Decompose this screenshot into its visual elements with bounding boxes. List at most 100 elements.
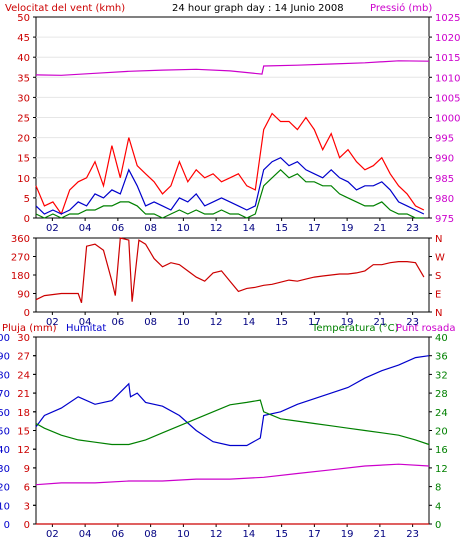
- x-tick-label: 17: [308, 223, 321, 234]
- x-tick-label: 21: [374, 529, 387, 540]
- y-tick-label: 990: [435, 154, 454, 165]
- x-tick-label: 08: [144, 317, 157, 328]
- y-tick-label: 30: [0, 464, 10, 475]
- y-tick-label: 45: [17, 33, 30, 44]
- y-tick-label: 1000: [435, 114, 460, 125]
- y-tick-label: 27: [17, 352, 30, 363]
- series-line: [35, 112, 425, 216]
- y-tick-label: 16: [435, 445, 448, 456]
- y-tick-label: 0: [435, 520, 441, 531]
- x-tick-label: 02: [46, 317, 59, 328]
- x-tick-label: 23: [406, 317, 419, 328]
- y-tick-label: 20: [0, 483, 10, 494]
- x-tick-label: 14: [243, 223, 256, 234]
- x-tick-label: 14: [243, 317, 256, 328]
- y-tick-label: 995: [435, 134, 454, 145]
- x-tick-label: 12: [210, 223, 223, 234]
- y-tick-label: 18: [17, 408, 30, 419]
- y-tick-label: 9: [24, 464, 30, 475]
- y-tick-label: 980: [435, 194, 454, 205]
- series-line: [35, 463, 430, 486]
- x-tick-label: 15: [275, 223, 288, 234]
- y-tick-label: 40: [17, 53, 30, 64]
- y-tick-label: E: [435, 290, 441, 301]
- temperature-axis-title: Temperatura (°C): [311, 323, 399, 334]
- y-tick-label: 10: [17, 174, 30, 185]
- y-tick-label: 50: [17, 13, 30, 24]
- x-tick-label: 21: [374, 223, 387, 234]
- y-tick-label: 1020: [435, 33, 460, 44]
- y-tick-label: 0: [4, 520, 10, 531]
- y-tick-label: S: [435, 271, 441, 282]
- y-tick-label: 1015: [435, 53, 460, 64]
- x-tick-label: 06: [112, 529, 125, 540]
- y-tick-label: 24: [435, 408, 448, 419]
- series-line: [35, 156, 425, 215]
- x-tick-label: 06: [112, 317, 125, 328]
- y-tick-label: 0: [24, 308, 30, 319]
- chart-title: 24 hour graph day : 14 Junio 2008: [172, 3, 344, 14]
- x-tick-label: 23: [406, 529, 419, 540]
- x-tick-label: 14: [243, 529, 256, 540]
- dewpoint-axis-title: Punt rosada: [396, 323, 455, 334]
- y-tick-label: 20: [435, 427, 448, 438]
- y-tick-label: 40: [0, 445, 10, 456]
- x-tick-label: 21: [374, 317, 387, 328]
- y-tick-label: 1005: [435, 93, 460, 104]
- y-tick-label: 90: [0, 352, 10, 363]
- y-tick-label: 3: [24, 501, 30, 512]
- humidity-axis-title: Humitat: [66, 323, 106, 334]
- y-tick-label: 180: [11, 271, 30, 282]
- x-tick-label: 10: [177, 223, 190, 234]
- y-tick-label: N: [435, 234, 442, 245]
- y-tick-label: 8: [435, 483, 441, 494]
- x-tick-label: 17: [308, 529, 321, 540]
- y-tick-label: 985: [435, 174, 454, 185]
- y-tick-label: 21: [17, 389, 30, 400]
- y-tick-label: 15: [17, 154, 30, 165]
- y-tick-label: W: [435, 253, 445, 264]
- y-tick-label: 1025: [435, 13, 460, 24]
- y-tick-label: 20: [17, 134, 30, 145]
- y-tick-label: 25: [17, 114, 30, 125]
- y-tick-label: 24: [17, 370, 30, 381]
- y-tick-label: 6: [24, 483, 30, 494]
- y-tick-label: 15: [17, 427, 30, 438]
- x-tick-label: 10: [177, 529, 190, 540]
- pressure-axis-title: Pressió (mb): [370, 2, 432, 14]
- x-tick-label: 06: [112, 223, 125, 234]
- y-tick-label: 0: [24, 214, 30, 225]
- series-line: [35, 399, 430, 446]
- y-tick-label: 360: [11, 234, 30, 245]
- y-tick-label: 12: [435, 464, 448, 475]
- x-tick-label: 15: [275, 529, 288, 540]
- x-tick-label: 08: [144, 223, 157, 234]
- y-tick-label: 0: [24, 520, 30, 531]
- x-tick-label: 19: [341, 223, 354, 234]
- x-tick-label: 12: [210, 317, 223, 328]
- y-tick-label: 30: [17, 333, 30, 344]
- y-tick-label: 30: [17, 93, 30, 104]
- series-line: [35, 168, 424, 219]
- x-tick-label: 23: [406, 223, 419, 234]
- x-tick-label: 17: [308, 317, 321, 328]
- x-tick-label: 04: [79, 223, 92, 234]
- y-tick-label: 270: [11, 253, 30, 264]
- x-tick-label: 02: [46, 223, 59, 234]
- x-tick-label: 04: [79, 317, 92, 328]
- y-tick-label: 70: [0, 389, 10, 400]
- y-tick-label: 90: [17, 290, 30, 301]
- y-tick-label: 28: [435, 389, 448, 400]
- series-line: [35, 237, 425, 304]
- x-tick-label: 10: [177, 317, 190, 328]
- y-tick-label: 12: [17, 445, 30, 456]
- y-tick-label: 1010: [435, 73, 460, 84]
- y-tick-label: 60: [0, 408, 10, 419]
- x-tick-label: 08: [144, 529, 157, 540]
- y-tick-label: N: [435, 308, 442, 319]
- series-line: [35, 60, 430, 76]
- x-tick-label: 04: [79, 529, 92, 540]
